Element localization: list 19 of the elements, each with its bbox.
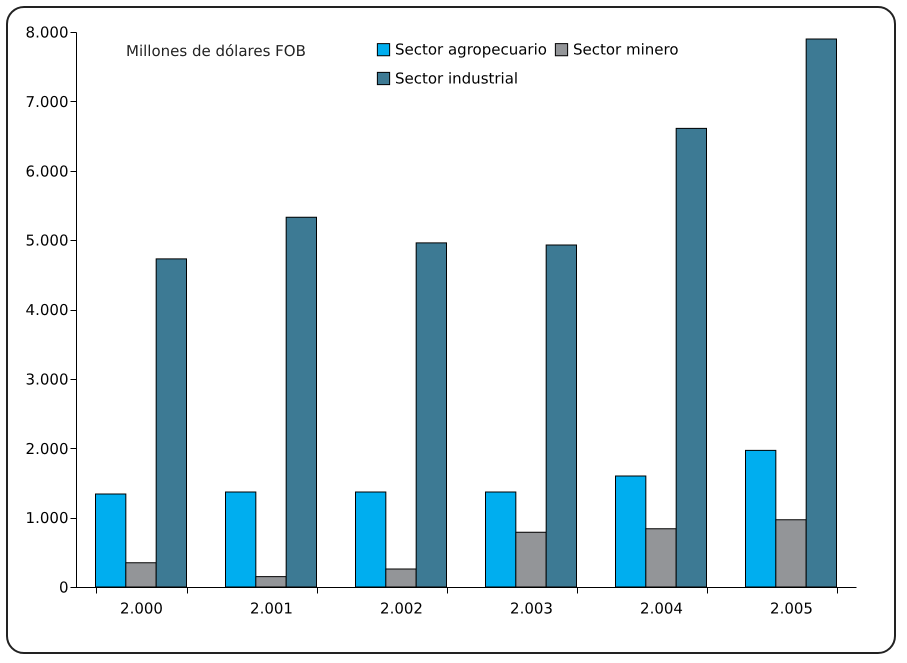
x-tick-label: 2.005 — [770, 600, 813, 618]
y-tick-label: 4.000 — [26, 301, 68, 319]
y-tick-label: 6.000 — [26, 162, 68, 180]
y-tick-label: 0 — [58, 578, 68, 596]
y-tick-label: 3.000 — [26, 370, 68, 388]
legend-label: Sector industrial — [395, 70, 518, 88]
x-tick-label: 2.003 — [510, 600, 553, 618]
y-tick-label: 8.000 — [26, 24, 68, 42]
y-tick-label: 2.000 — [26, 440, 68, 458]
x-tick-label: 2.002 — [380, 600, 423, 618]
annotation: Millones de dólares FOB — [126, 42, 306, 60]
y-tick-label: 1.000 — [26, 509, 68, 528]
legend-label: Sector minero — [573, 40, 679, 59]
x-tick-label: 2.001 — [250, 600, 293, 618]
y-tick-label: 7.000 — [26, 92, 68, 111]
x-tick-label: 2.000 — [120, 600, 163, 618]
legend-label: Sector agropecuario — [395, 40, 547, 59]
y-tick-label: 5.000 — [26, 232, 68, 250]
x-tick-label: 2.004 — [640, 600, 683, 618]
